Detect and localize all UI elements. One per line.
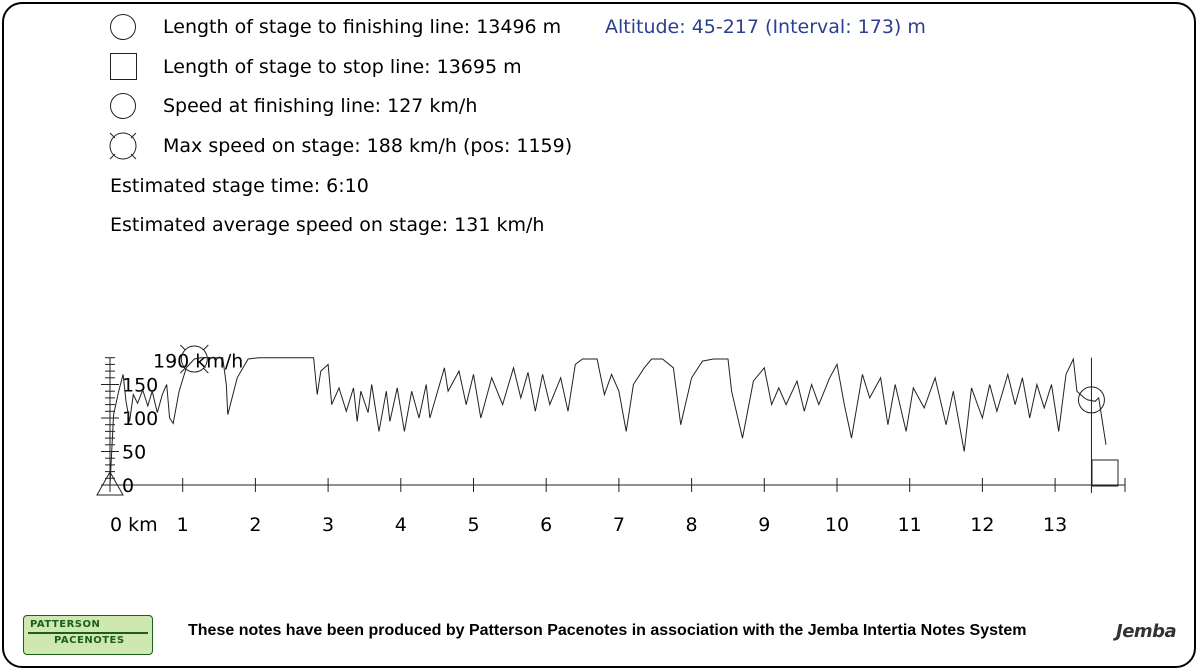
max-speed-text: Max speed on stage: 188 km/h (pos: 1159) xyxy=(163,135,573,157)
x-tick-label: 1 xyxy=(177,514,189,536)
finish-length-text: Length of stage to finishing line: 13496… xyxy=(163,16,562,38)
x-tick-label: 8 xyxy=(686,514,698,536)
stop-length-text: Length of stage to stop line: 13695 m xyxy=(163,56,522,78)
max-speed-marker-tick xyxy=(179,367,186,374)
y-tick-label: 50 xyxy=(122,442,146,464)
x-tick-label: 3 xyxy=(322,514,334,536)
x-tick-label: 5 xyxy=(467,514,479,536)
finish-speed-circle-icon xyxy=(110,93,136,119)
patterson-pacenotes-logo: PATTERSON PACENOTES xyxy=(23,615,153,655)
y-tick-label: 0 xyxy=(122,475,134,497)
x-tick-label: 10 xyxy=(825,514,849,536)
altitude-text: Altitude: 45-217 (Interval: 173) m xyxy=(605,16,926,38)
logo-bar xyxy=(28,632,148,634)
x-tick-label: 9 xyxy=(758,514,770,536)
x-tick-label: 7 xyxy=(613,514,625,536)
max-speed-marker xyxy=(180,345,208,373)
finish-marker xyxy=(1077,386,1105,414)
x-tick-label: 0 km xyxy=(110,514,158,536)
logo-left-top-text: PATTERSON xyxy=(30,619,101,630)
start-triangle-icon xyxy=(96,470,124,496)
speed-line xyxy=(109,357,1107,486)
stage-time-text: Estimated stage time: 6:10 xyxy=(110,175,369,197)
credit-text: These notes have been produced by Patter… xyxy=(188,622,1027,639)
max-speed-marker-tick xyxy=(202,367,209,374)
max-speed-marker-tick xyxy=(179,344,186,351)
y-max-label: 190 km/h xyxy=(153,351,243,373)
x-tick-label: 4 xyxy=(395,514,407,536)
logo-left-bottom-text: PACENOTES xyxy=(54,635,125,646)
max-speed-marker-tick xyxy=(202,344,209,351)
average-speed-text: Estimated average speed on stage: 131 km… xyxy=(110,214,545,236)
y-tick-label: 150 xyxy=(122,375,158,397)
finish-speed-text: Speed at finishing line: 127 km/h xyxy=(163,95,478,117)
max-speed-crossed-circle-icon xyxy=(109,132,137,160)
jemba-logo: Jemba xyxy=(1116,621,1177,642)
x-tick-label: 13 xyxy=(1043,514,1067,536)
x-tick-label: 11 xyxy=(898,514,922,536)
x-tick-label: 6 xyxy=(540,514,552,536)
x-tick-label: 12 xyxy=(970,514,994,536)
x-tick-label: 2 xyxy=(249,514,261,536)
stop-marker xyxy=(1091,459,1119,487)
stop-square-icon xyxy=(110,53,137,80)
finish-circle-icon xyxy=(110,14,136,40)
